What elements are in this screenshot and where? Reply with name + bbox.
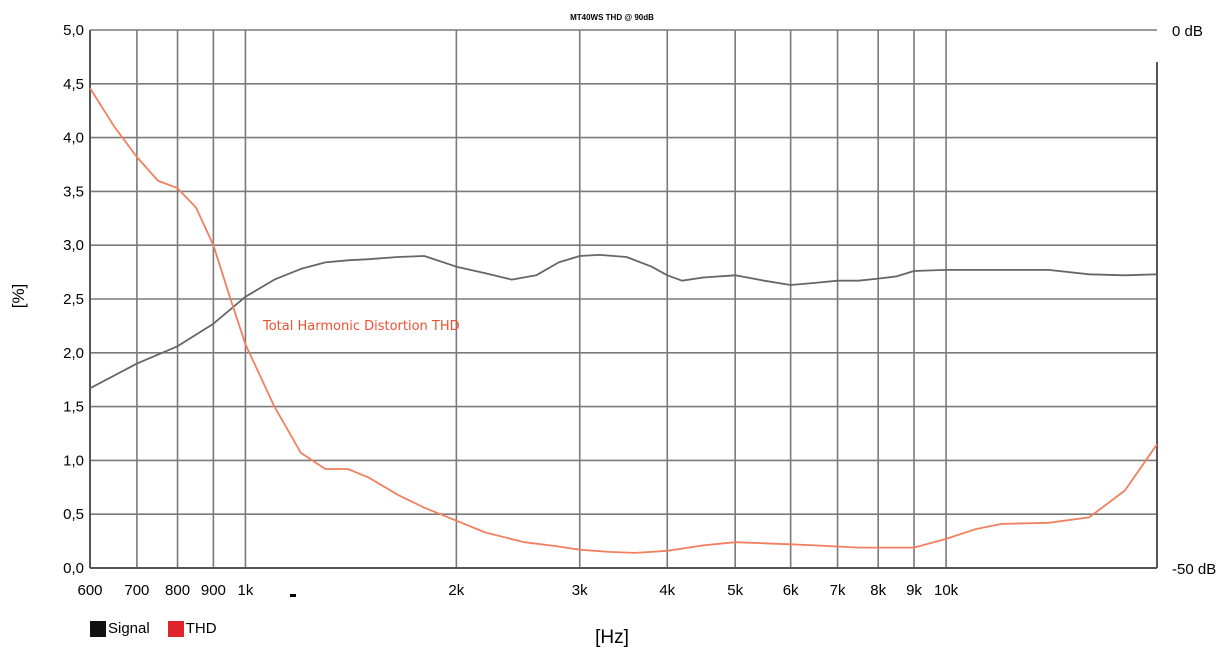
y-tick-label: 5,0: [63, 22, 84, 39]
legend-item-thd: THD: [167, 620, 217, 637]
y-tick-label: 3,5: [63, 183, 84, 200]
small-marker: [290, 594, 296, 597]
y-tick-label: 4,0: [63, 130, 84, 147]
legend-swatch-thd: [167, 620, 184, 637]
y2-tick-bottom: -50 dB: [1172, 561, 1216, 578]
x-tick-label: 700: [124, 582, 149, 599]
y-tick-label: 4,5: [63, 76, 84, 93]
y-tick-label: 1,0: [63, 452, 84, 469]
x-tick-label: 900: [201, 582, 226, 599]
y2-tick-top: 0 dB: [1172, 23, 1203, 40]
x-tick-label: 4k: [659, 582, 675, 599]
y-axis-ticks: 0,0 0,5 1,0 1,5 2,0 2,5 3,0 3,5 4,0 4,5 5,0: [63, 22, 84, 577]
x-tick-label: 2k: [448, 582, 464, 599]
y-tick-label: 1,5: [63, 399, 84, 416]
legend: Signal THD: [90, 620, 217, 637]
y-tick-label: 2,5: [63, 291, 84, 308]
x-tick-label: 10k: [934, 582, 959, 599]
series-line-signal: [89, 253, 1158, 390]
y-axis-label: [%]: [9, 284, 28, 309]
x-tick-label: 9k: [906, 582, 922, 599]
y-tick-label: 3,0: [63, 237, 84, 254]
x-tick-label: 5k: [727, 582, 743, 599]
annotation-thd: Total Harmonic Distortion THD: [262, 319, 460, 334]
y-tick-label: 0,5: [63, 506, 84, 523]
legend-swatch-signal: [90, 620, 106, 637]
x-tick-label: 6k: [783, 582, 799, 599]
x-tick-label: 800: [165, 582, 190, 599]
grid-lines: [89, 29, 1157, 569]
x-tick-label: 7k: [830, 582, 846, 599]
legend-item-signal: Signal: [90, 620, 150, 637]
legend-label-signal: Signal: [108, 620, 150, 637]
x-tick-label: 600: [77, 582, 102, 599]
plot-frame: [89, 30, 1158, 569]
series-lines: [89, 87, 1158, 554]
y-tick-label: 0,0: [63, 560, 84, 577]
x-tick-label: 8k: [870, 582, 886, 599]
chart-title: MT40WS THD @ 90dB: [570, 13, 654, 22]
x-axis-label: [Hz]: [595, 627, 629, 648]
y-tick-label: 2,0: [63, 345, 84, 362]
x-axis-ticks: 600 700 800 900 1k 2k 3k 4k 5k 6k 7k 8k 9k 10k: [77, 582, 958, 599]
x-tick-label: 3k: [572, 582, 588, 599]
series-line-thd: [89, 87, 1158, 554]
legend-label-thd: THD: [185, 620, 217, 637]
x-tick-label: 1k: [238, 582, 254, 599]
